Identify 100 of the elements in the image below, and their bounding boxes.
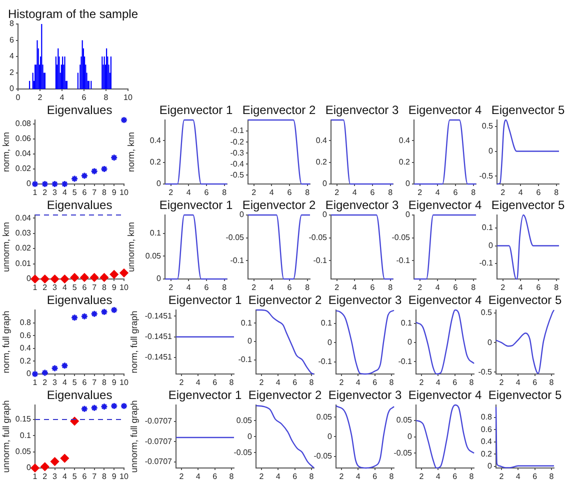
- point: [70, 273, 79, 282]
- y-tick-label: -0.5: [230, 170, 245, 180]
- y-tick-label: 0.8: [480, 412, 493, 422]
- y-tick-label: 0: [406, 210, 411, 220]
- x-tick-label: 2: [42, 283, 48, 292]
- chart-title: Eigenvector 2: [242, 103, 316, 117]
- point: [70, 314, 78, 322]
- y-tick-label: 0.4: [20, 344, 32, 353]
- chart-title: Eigenvector 1: [159, 103, 234, 117]
- x-tick-label: 1: [32, 283, 38, 292]
- y-tick-label: 0.04: [15, 149, 32, 158]
- x-tick-label: 5: [72, 378, 78, 388]
- y-tick-label: -0.0707: [144, 416, 173, 426]
- y-tick-label: 0.1: [320, 318, 333, 328]
- chart-title: Eigenvector 4: [408, 103, 482, 117]
- chart-title: Eigenvector 4: [408, 198, 482, 212]
- y-tick-label: -0.5: [479, 171, 494, 180]
- x-tick-label: 10: [120, 378, 129, 388]
- line-series: [255, 309, 315, 375]
- point: [110, 402, 118, 410]
- x-tick-label: 10: [120, 283, 129, 292]
- x-tick-label: 8: [549, 472, 554, 482]
- x-tick-label: 6: [82, 188, 88, 198]
- x-tick-label: 4: [435, 283, 440, 292]
- x-tick-label: 2: [499, 472, 504, 482]
- y-tick-label: 0.2: [20, 356, 32, 366]
- y-axis-title: norm, full graph: [0, 310, 11, 374]
- y-tick-label: -0.1451: [144, 311, 173, 320]
- x-tick-label: 4: [196, 378, 201, 388]
- y-tick-label: 0: [488, 146, 494, 156]
- x-tick-label: 2: [259, 472, 264, 482]
- y-tick-label: -0.1: [396, 256, 411, 265]
- x-tick-label: 6: [82, 472, 88, 482]
- x-tick-label: 6: [292, 378, 298, 388]
- y-axis-title: unnorm, full graph: [0, 400, 11, 473]
- y-tick-label: 0: [406, 179, 411, 188]
- x-tick-label: 8: [102, 188, 107, 198]
- y-tick-label: -0.1: [398, 356, 413, 366]
- x-tick-label: 9: [112, 283, 117, 292]
- x-tick-label: 6: [452, 472, 458, 482]
- y-tick-label: 0.01: [15, 258, 32, 268]
- x-tick-label: 9: [112, 472, 117, 482]
- x-tick-label: 4: [62, 472, 68, 482]
- chart-title: Eigenvector 5: [488, 388, 562, 402]
- x-tick-label: 4: [518, 283, 524, 292]
- chart-title: Eigenvector 1: [159, 198, 234, 212]
- chart-title: Eigenvector 5: [488, 293, 562, 307]
- x-tick-label: 2: [339, 378, 344, 388]
- x-tick-label: 9: [112, 188, 117, 198]
- x-tick-label: 2: [179, 378, 184, 388]
- x-tick-label: 6: [370, 283, 376, 292]
- point: [31, 180, 39, 188]
- point: [60, 180, 68, 188]
- x-tick-label: 6: [287, 188, 292, 198]
- y-tick-label: 0.05: [236, 416, 253, 425]
- x-tick-label: 8: [102, 283, 107, 292]
- y-tick-label: 0.2: [316, 158, 328, 167]
- x-tick-label: 8: [102, 378, 107, 388]
- y-tick-label: -0.05: [226, 233, 245, 242]
- y-axis-title: norm, knn: [0, 132, 11, 172]
- x-tick-label: 4: [269, 283, 274, 292]
- x-tick-label: 7: [92, 472, 98, 482]
- point: [41, 180, 49, 188]
- y-tick-label: -0.1: [479, 258, 494, 268]
- x-tick-label: 8: [222, 188, 228, 198]
- y-tick-label: -0.1: [313, 256, 328, 265]
- x-tick-label: 4: [196, 472, 201, 482]
- y-axis-title: unnorm, knn: [126, 222, 136, 272]
- y-tick-label: -0.4: [230, 159, 245, 168]
- y-tick-label: 0.4: [480, 437, 493, 446]
- y-tick-label: 0: [328, 338, 333, 347]
- y-tick-label: 0.6: [480, 424, 493, 434]
- y-tick-label: 0.06: [15, 134, 32, 144]
- chart-title: Eigenvector 3: [325, 198, 400, 212]
- x-tick-label: 6: [532, 472, 538, 482]
- y-tick-label: -0.1451: [144, 352, 173, 362]
- point: [110, 270, 118, 279]
- y-tick-label: 0.4: [316, 136, 328, 145]
- y-tick-label: -0.05: [314, 451, 333, 460]
- y-tick-label: 0.5: [480, 308, 493, 318]
- y-tick-label: 0: [156, 179, 162, 188]
- x-tick-label: 6: [370, 188, 376, 198]
- x-tick-label: 8: [222, 283, 228, 292]
- y-tick-label: -0.0707: [144, 457, 173, 466]
- x-tick-label: 4: [352, 188, 358, 198]
- y-tick-label: 0: [26, 274, 32, 284]
- x-tick-label: 8: [469, 378, 474, 388]
- point: [100, 273, 108, 282]
- point: [60, 274, 69, 284]
- point: [70, 174, 78, 182]
- x-tick-label: 6: [287, 283, 292, 292]
- x-tick-label: 8: [305, 188, 310, 198]
- y-tick-label: 0.2: [150, 158, 162, 167]
- point: [30, 274, 40, 284]
- y-tick-label: 0.1: [482, 223, 494, 232]
- x-tick-label: 8: [549, 378, 554, 388]
- chart-title: Eigenvector 5: [491, 198, 566, 212]
- chart-title: Eigenvector 3: [325, 103, 400, 117]
- y-tick-label: 0.6: [20, 330, 32, 340]
- point: [100, 308, 108, 316]
